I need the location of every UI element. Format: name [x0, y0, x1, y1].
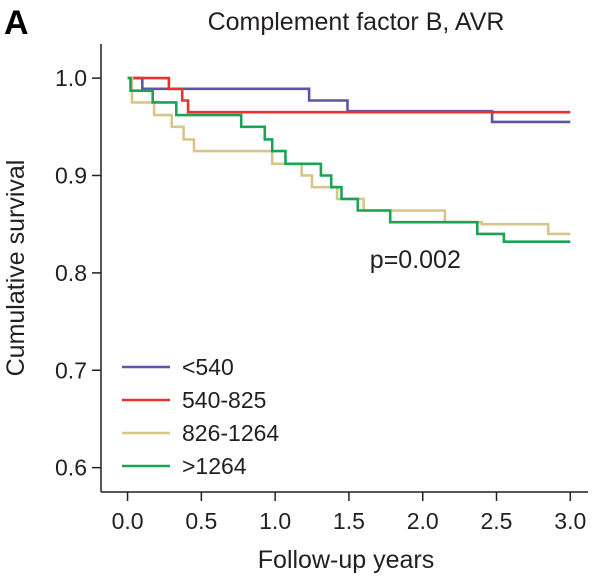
legend-label: 826-1264 — [182, 420, 279, 446]
legend-label: >1264 — [182, 453, 247, 479]
x-tick-label: 0.5 — [185, 508, 217, 534]
series-line-3 — [127, 76, 571, 236]
x-tick-label: 3.0 — [554, 508, 586, 534]
x-tick-label: 0.0 — [112, 508, 144, 534]
y-tick-label: 0.7 — [55, 357, 87, 383]
y-ticks: 1.0 0.9 0.8 0.7 0.6 — [55, 65, 101, 481]
legend: <540 540-825 826-1264 >1264 — [122, 354, 279, 479]
y-tick-label: 0.6 — [55, 455, 87, 481]
panel-letter: A — [4, 4, 29, 42]
p-value-annotation: p=0.002 — [370, 246, 461, 274]
x-tick-label: 2.0 — [407, 508, 439, 534]
y-tick-label: 0.9 — [55, 162, 87, 188]
series-line-2 — [127, 76, 571, 114]
series-line-4 — [127, 76, 571, 243]
x-ticks: 0.0 0.5 1.0 1.5 2.0 2.5 3.0 — [112, 492, 586, 534]
legend-label: <540 — [182, 354, 234, 380]
y-tick-label: 1.0 — [55, 65, 87, 91]
chart-title: Complement factor B, AVR — [208, 8, 505, 36]
legend-label: 540-825 — [182, 387, 266, 413]
x-tick-label: 1.5 — [333, 508, 365, 534]
x-tick-label: 2.5 — [481, 508, 513, 534]
series-lines — [127, 76, 571, 243]
x-axis-label: Follow-up years — [258, 546, 434, 574]
axes — [100, 44, 588, 493]
y-axis-label: Cumulative survival — [2, 160, 30, 377]
x-tick-label: 1.0 — [259, 508, 291, 534]
y-tick-label: 0.8 — [55, 260, 87, 286]
series-line-1 — [127, 76, 571, 124]
